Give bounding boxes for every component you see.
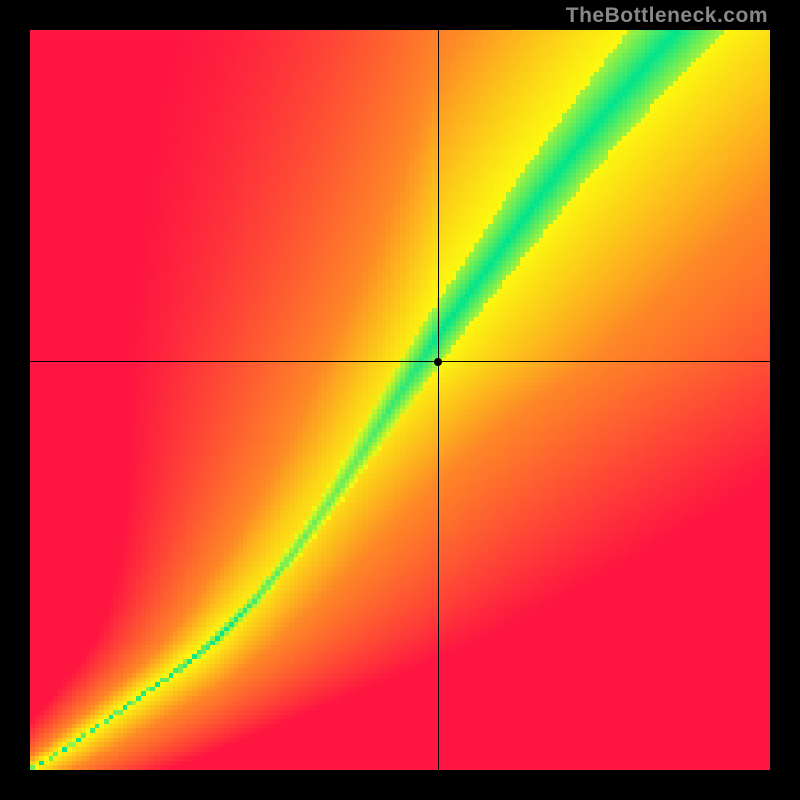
watermark-text: TheBottleneck.com — [566, 4, 768, 28]
plot-area — [30, 30, 770, 770]
crosshair-vertical — [438, 30, 439, 770]
heatmap-canvas — [30, 30, 770, 770]
outer-frame: TheBottleneck.com — [0, 0, 800, 800]
crosshair-dot — [434, 358, 442, 366]
crosshair-horizontal — [30, 361, 770, 362]
